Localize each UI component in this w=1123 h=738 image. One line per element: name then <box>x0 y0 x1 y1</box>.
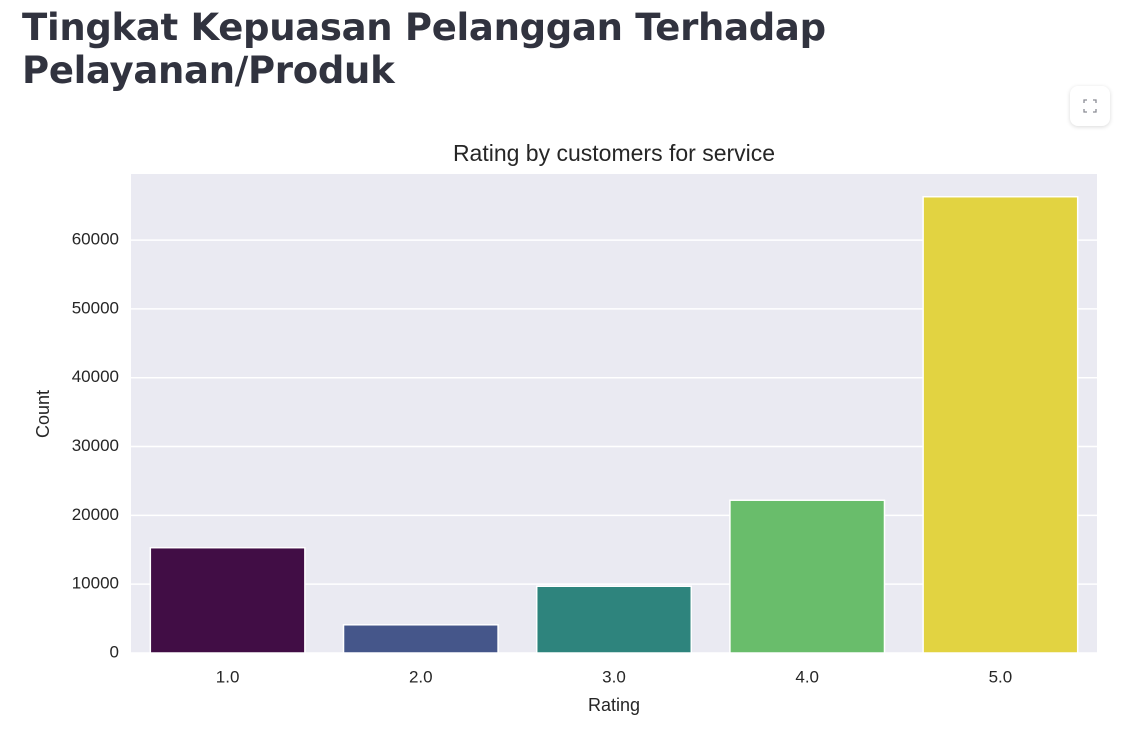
x-axis-label: Rating <box>588 695 640 715</box>
fullscreen-button[interactable] <box>1070 86 1110 126</box>
bar <box>729 499 886 654</box>
y-axis-label: Count <box>33 390 53 438</box>
y-tick-label: 20000 <box>72 505 119 524</box>
x-tick-label: 5.0 <box>989 667 1013 686</box>
page-title: Tingkat Kepuasan Pelanggan Terhadap Pela… <box>22 6 826 92</box>
bar <box>149 546 306 654</box>
x-tick-label: 2.0 <box>409 667 433 686</box>
y-tick-label: 40000 <box>72 367 119 386</box>
y-tick-label: 10000 <box>72 574 119 593</box>
y-tick-label: 50000 <box>72 298 119 317</box>
bar <box>535 585 693 654</box>
x-tick-label: 3.0 <box>602 667 626 686</box>
bar <box>922 195 1079 654</box>
chart-title: Rating by customers for service <box>453 140 775 166</box>
x-tick-label: 4.0 <box>795 667 819 686</box>
y-tick-label: 0 <box>110 642 119 661</box>
y-tick-label: 60000 <box>72 230 119 249</box>
y-tick-label: 30000 <box>72 436 119 455</box>
x-tick-label: 1.0 <box>216 667 240 686</box>
bar <box>342 624 499 654</box>
fullscreen-icon <box>1083 99 1097 113</box>
